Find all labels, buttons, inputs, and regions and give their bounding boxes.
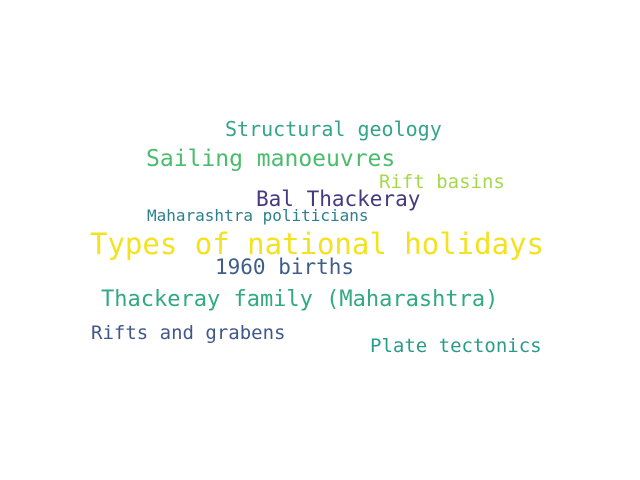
word-sailing-manoeuvres: Sailing manoeuvres	[146, 146, 396, 172]
word-maharashtra-politicians: Maharashtra politicians	[147, 206, 369, 225]
word-rifts-and-grabens: Rifts and grabens	[91, 322, 286, 344]
word-types-of-national-holidays: Types of national holidays	[90, 227, 544, 261]
word-rift-basins: Rift basins	[379, 171, 505, 193]
word-bal-thackeray: Bal Thackeray	[256, 187, 421, 211]
word-thackeray-family: Thackeray family (Maharashtra)	[101, 287, 499, 312]
word-structural-geology: Structural geology	[225, 117, 442, 141]
word-1960-births: 1960 births	[215, 255, 355, 279]
word-plate-tectonics: Plate tectonics	[370, 335, 542, 357]
